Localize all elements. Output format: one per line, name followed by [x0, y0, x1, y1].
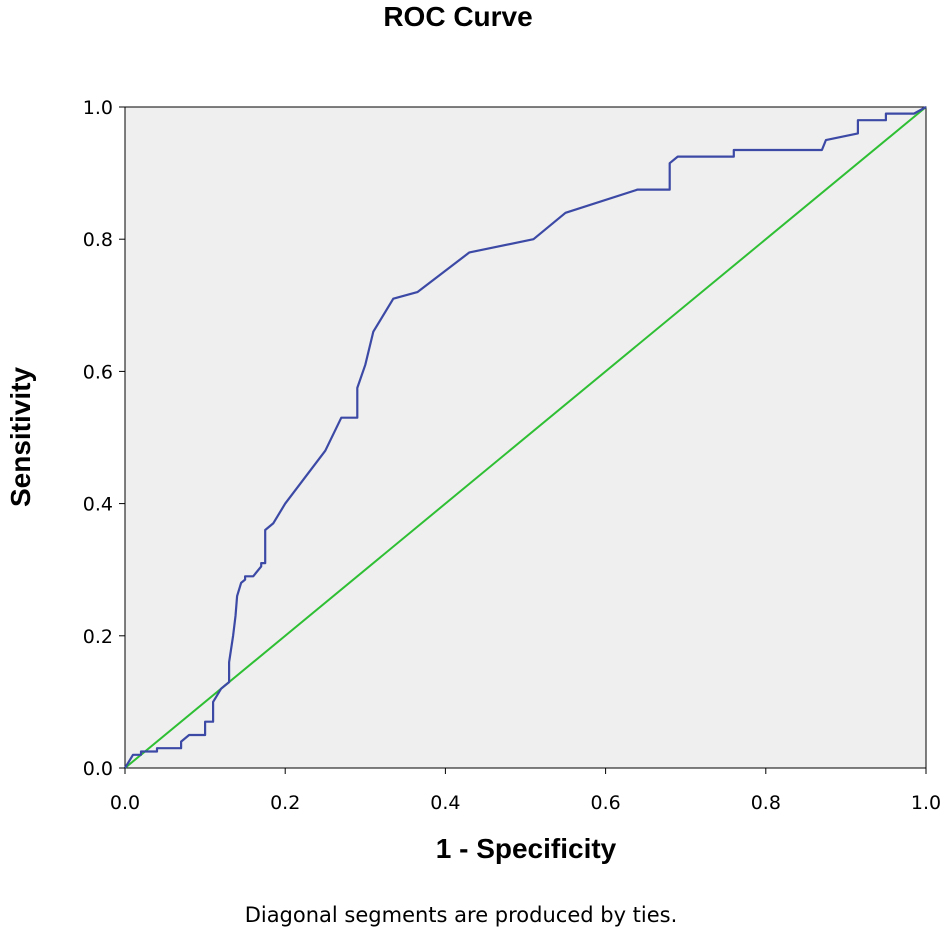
x-tick-label: 0.0 [110, 792, 140, 814]
roc-curve [124, 106, 927, 769]
x-tick-label: 1.0 [911, 792, 941, 814]
x-tick-label: 0.8 [751, 792, 781, 814]
y-tick-label: 0.8 [83, 229, 113, 251]
x-axis-label: 1 - Specificity [436, 833, 617, 864]
y-tick-label: 0.4 [83, 494, 113, 516]
footnote: Diagonal segments are produced by ties. [245, 903, 678, 927]
y-axis-label: Sensitivity [5, 367, 36, 507]
y-axis: 0.0 0.2 0.4 0.6 0.8 1.0 [83, 97, 125, 780]
chart-title: ROC Curve [383, 1, 532, 32]
reference-diagonal-line [124, 106, 927, 769]
x-tick-label: 0.4 [430, 792, 460, 814]
y-tick-label: 0.0 [83, 758, 113, 780]
y-tick-label: 0.2 [83, 626, 113, 648]
x-tick-label: 0.6 [590, 792, 620, 814]
reference-line [124, 106, 927, 769]
roc-curve-line [124, 106, 927, 769]
y-tick-label: 0.6 [83, 361, 113, 383]
x-axis: 0.0 0.2 0.4 0.6 0.8 1.0 [110, 768, 941, 814]
x-tick-label: 0.2 [270, 792, 300, 814]
y-tick-label: 1.0 [83, 97, 113, 119]
